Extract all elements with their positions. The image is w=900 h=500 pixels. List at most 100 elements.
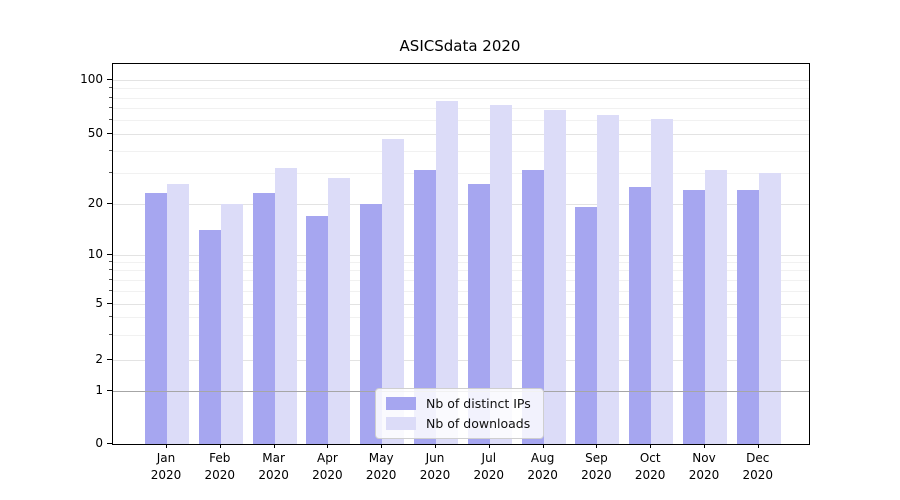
y-tick-mark [107, 358, 112, 360]
x-tick-label-year: 2020 [473, 468, 505, 482]
y-tick-mark [107, 389, 112, 391]
y-tick-mark [107, 79, 112, 81]
bar-downloads-jun [436, 100, 458, 444]
bar-distinct-ips-sep [575, 207, 598, 444]
bar-downloads-feb [220, 203, 243, 444]
chart-title: ASICSdata 2020 [399, 37, 521, 55]
bar-distinct-ips-oct [629, 186, 652, 444]
minor-gridline [113, 88, 809, 90]
x-tick-label-year: 2020 [312, 468, 343, 482]
bar-downloads-may [382, 138, 405, 444]
minor-gridline [113, 262, 809, 264]
x-tick-label-year: 2020 [742, 468, 774, 482]
x-tick-label-month: Jun [425, 451, 445, 465]
bar-distinct-ips-jan [145, 192, 167, 444]
bar-distinct-ips-may [360, 203, 383, 444]
x-tick-label-month: Jan [156, 451, 176, 465]
x-tick-label: Jun 2020 [403, 450, 467, 484]
x-tick-label: Aug 2020 [511, 450, 575, 484]
bar-distinct-ips-mar [252, 192, 275, 444]
x-tick-label-year: 2020 [634, 468, 666, 482]
bar-distinct-ips-apr [306, 215, 329, 444]
x-tick-label-year: 2020 [527, 468, 558, 482]
minor-gridline [113, 290, 809, 292]
x-tick-label: Dec 2020 [726, 450, 790, 484]
x-tick-label: Nov 2020 [672, 450, 736, 484]
x-tick-mark [435, 444, 436, 448]
x-tick-mark [381, 444, 383, 448]
x-tick-label-month: Apr [317, 451, 338, 465]
legend-item: Nb of distinct IPs [386, 396, 531, 411]
y-minor-tick-mark [109, 96, 112, 98]
major-gridline [113, 134, 809, 136]
y-tick-mark [107, 133, 112, 135]
minor-gridline [113, 270, 809, 272]
x-tick-label-month: Nov [692, 451, 716, 465]
major-gridline [113, 254, 809, 256]
bar-downloads-nov [705, 170, 727, 444]
x-tick-label-month: Sep [585, 451, 608, 465]
bar-downloads-oct [651, 118, 674, 444]
x-tick-label-month: Feb [209, 451, 231, 465]
legend-label: Nb of downloads [426, 416, 531, 431]
x-tick-label: Oct 2020 [618, 450, 682, 484]
y-tick-mark [107, 202, 112, 204]
x-tick-label-month: Jul [481, 451, 497, 465]
y-minor-tick-mark [109, 269, 112, 271]
x-tick-label-month: Oct [639, 451, 661, 465]
x-tick-mark [219, 444, 221, 448]
bar-downloads-jul [489, 104, 512, 444]
x-tick-label-month: Dec [746, 451, 770, 465]
x-tick-mark [327, 444, 329, 448]
bar-downloads-aug [543, 110, 566, 444]
legend-item: Nb of downloads [386, 416, 531, 431]
bar-downloads-mar [274, 167, 297, 444]
minor-gridline [113, 172, 809, 174]
x-tick-mark [542, 444, 544, 448]
y-tick-label: 50 [87, 126, 103, 141]
x-tick-label: Mar 2020 [242, 450, 306, 484]
legend-label: Nb of distinct IPs [426, 396, 531, 411]
legend-swatch-ips [386, 397, 416, 410]
x-tick-label-month: Aug [530, 451, 555, 465]
plot-area: Nb of distinct IPs Nb of downloads [112, 63, 810, 445]
x-tick-label: Apr 2020 [295, 450, 359, 484]
x-tick-label-year: 2020 [581, 468, 612, 482]
y-tick-mark [107, 302, 112, 304]
x-tick-label: Jan 2020 [134, 450, 198, 484]
major-gridline [113, 80, 809, 82]
legend: Nb of distinct IPs Nb of downloads [375, 388, 544, 439]
y-minor-tick-mark [109, 171, 112, 173]
minor-gridline [113, 119, 809, 121]
y-tick-label: 20 [87, 195, 103, 210]
minor-gridline [113, 97, 809, 99]
x-tick-label-year: 2020 [258, 468, 289, 482]
bar-downloads-apr [328, 178, 351, 444]
y-minor-tick-mark [109, 316, 112, 318]
legend-swatch-downloads [386, 417, 416, 430]
y-minor-tick-mark [109, 106, 112, 108]
x-tick-label: Sep 2020 [564, 450, 628, 484]
y-minor-tick-mark [109, 150, 112, 152]
bar-downloads-dec [758, 172, 781, 444]
x-tick-label-year: 2020 [204, 468, 236, 482]
y-tick-label: 1 [95, 382, 103, 397]
x-tick-mark [650, 444, 652, 448]
major-gridline [113, 203, 809, 205]
minor-gridline [113, 107, 809, 109]
x-tick-mark [488, 444, 490, 448]
x-tick-mark [757, 444, 759, 448]
bar-downloads-jan [167, 183, 189, 444]
y-minor-tick-mark [109, 261, 112, 263]
y-tick-label: 0 [95, 436, 103, 450]
y-tick-label: 2 [95, 351, 103, 366]
x-tick-label: May 2020 [349, 450, 413, 484]
y-minor-tick-mark [109, 87, 112, 89]
minor-gridline [113, 279, 809, 281]
y-tick-label: 100 [80, 72, 103, 87]
x-tick-mark [273, 444, 275, 448]
y-minor-tick-mark [109, 333, 112, 335]
bar-distinct-ips-jun [414, 170, 436, 444]
y-tick-mark [107, 253, 112, 255]
